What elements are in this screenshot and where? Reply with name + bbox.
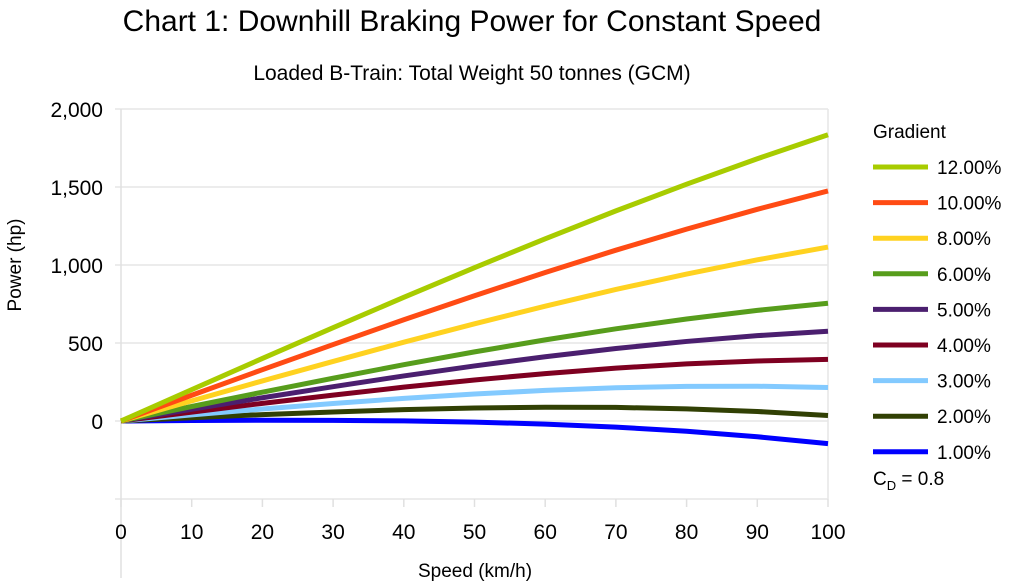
series-line-6.00pct	[120, 300, 829, 424]
legend-label: 5.00%	[937, 300, 991, 321]
x-axis-label: Speed (km/h)	[418, 561, 532, 582]
series-line-8.00pct	[120, 244, 829, 424]
y-tick-label: 500	[68, 333, 103, 356]
chart-title: Chart 1: Downhill Braking Power for Cons…	[123, 5, 822, 38]
drag-coefficient-annotation: CD = 0.8	[873, 469, 944, 493]
x-tick-label: 20	[251, 521, 274, 544]
x-tick-label: 80	[675, 521, 698, 544]
legend-label: 3.00%	[937, 372, 991, 393]
chart-subtitle: Loaded B-Train: Total Weight 50 tonnes (…	[253, 62, 690, 85]
legend-title: Gradient	[873, 122, 947, 143]
legend-label: 6.00%	[937, 265, 991, 286]
y-tick-label: 2,000	[50, 99, 103, 122]
x-tick-label: 10	[180, 521, 203, 544]
x-tick-label: 0	[115, 521, 127, 544]
series-line-4.00pct	[120, 356, 829, 424]
series-lines	[119, 132, 829, 447]
x-tick-label: 40	[392, 521, 415, 544]
legend-label: 4.00%	[937, 336, 991, 357]
legend-label: 8.00%	[937, 229, 991, 250]
y-tick-label: 1,500	[50, 177, 103, 200]
y-tick-labels: 2,000 1,500 1,000 500 0	[50, 99, 103, 434]
x-tick-label: 50	[463, 521, 486, 544]
x-tick-label: 30	[321, 521, 344, 544]
annotation-main: C	[873, 469, 887, 490]
legend-label: 12.00%	[937, 158, 1002, 179]
gridlines	[115, 108, 829, 578]
annotation-subscript: D	[887, 478, 896, 493]
annotation-value: = 0.8	[896, 469, 944, 490]
series-line-1.00pct	[120, 417, 829, 447]
series-line-5.00pct	[120, 328, 829, 424]
legend-label: 2.00%	[937, 407, 991, 428]
series-line-12.00pct	[119, 132, 829, 424]
x-tick-label: 100	[810, 521, 845, 544]
legend-label: 1.00%	[937, 443, 991, 464]
x-tick-labels: 0 10 20 30 40 50 60 70 80 90 100	[115, 521, 845, 544]
y-tick-label: 1,000	[50, 255, 103, 278]
y-axis-label: Power (hp)	[5, 219, 26, 312]
legend-label: 10.00%	[937, 194, 1002, 215]
y-tick-label: 0	[91, 411, 103, 434]
series-line-10.00pct	[120, 188, 829, 424]
legend: Gradient 12.00% 10.00% 8.00% 6.00% 5.00% 4.00…	[873, 122, 1002, 464]
x-tick-label: 70	[604, 521, 627, 544]
series-line-3.00pct	[120, 383, 829, 424]
series-line-2.00pct	[120, 404, 829, 424]
x-tick-label: 90	[746, 521, 769, 544]
x-tick-label: 60	[534, 521, 557, 544]
